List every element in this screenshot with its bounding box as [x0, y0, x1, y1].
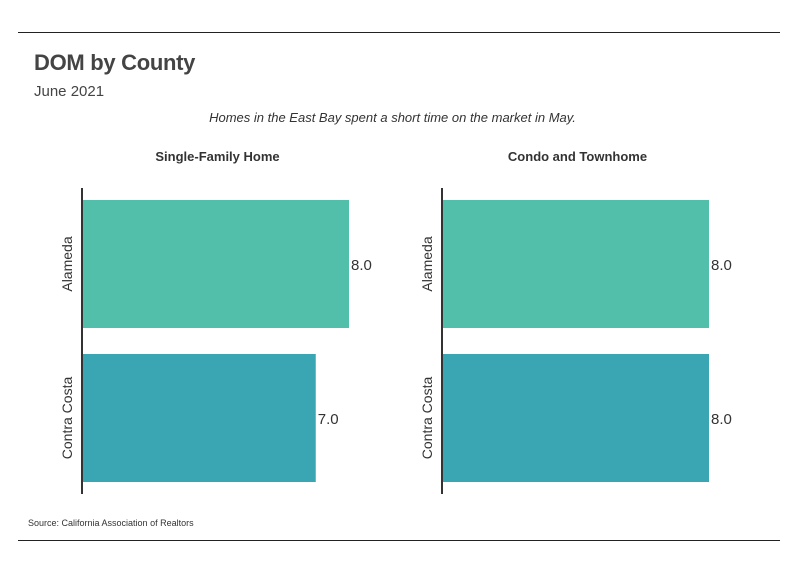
value-label: 8.0 — [711, 257, 732, 274]
panel-title-condo-townhome: Condo and Townhome — [507, 149, 648, 164]
chart-title: DOM by County — [34, 50, 196, 75]
value-label: 7.0 — [318, 411, 339, 428]
value-label: 8.0 — [711, 411, 732, 428]
bar-alameda — [83, 200, 349, 328]
category-label: Contra Costa — [419, 377, 435, 460]
condo-townhome-chart: 8.0 Alameda 8.0 Contra Costa — [419, 188, 732, 494]
category-label: Alameda — [59, 236, 75, 291]
panel-single-family: Single-Family Home 8.0 Alameda 7.0 Contra C… — [40, 140, 380, 500]
category-label: Contra Costa — [59, 377, 75, 460]
top-rule — [18, 32, 780, 33]
bar-contra-costa — [443, 354, 709, 482]
category-label: Alameda — [419, 236, 435, 291]
panel-title-single-family: Single-Family Home — [155, 149, 280, 164]
chart-subtitle: June 2021 — [34, 83, 105, 100]
panel-condo-townhome: Condo and Townhome 8.0 Alameda 8.0 Contra C… — [400, 140, 740, 500]
bar-contra-costa — [83, 354, 316, 482]
single-family-chart: 8.0 Alameda 7.0 Contra Costa — [59, 188, 372, 494]
bottom-rule — [18, 540, 780, 541]
chart-caption: Homes in the East Bay spent a short time… — [209, 110, 576, 125]
value-label: 8.0 — [351, 257, 372, 274]
bar-alameda — [443, 200, 709, 328]
source-note: Source: California Association of Realto… — [28, 518, 194, 528]
